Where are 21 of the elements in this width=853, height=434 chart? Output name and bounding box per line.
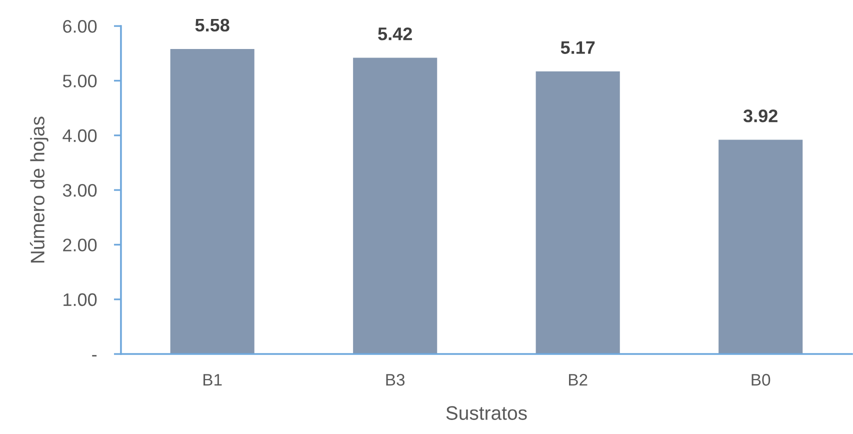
data-label: 5.42: [378, 28, 412, 40]
bar: [718, 140, 803, 354]
data-label: 3.92: [743, 109, 778, 122]
bar: [170, 49, 254, 354]
data-label: 5.58: [195, 18, 230, 32]
x-tick-label: B2: [569, 374, 588, 386]
bar: [353, 58, 438, 354]
bar: [536, 71, 620, 354]
x-tick-label: B1: [204, 374, 222, 386]
x-tick-label: B3: [386, 374, 405, 386]
y-tick-label: 5.00: [62, 74, 97, 88]
y-tick-label: -: [92, 355, 97, 356]
data-label: 5.17: [560, 41, 595, 54]
y-tick-label: 6.00: [63, 20, 97, 33]
x-tick-label: B0: [752, 374, 770, 386]
y-tick-label: 1.00: [64, 293, 97, 306]
y-tick-label: 4.00: [62, 129, 97, 142]
x-axis-title: Sustratos: [446, 406, 527, 420]
y-axis-title: Número de hojas: [30, 116, 48, 262]
y-tick-label: 2.00: [63, 238, 97, 252]
y-tick-label: 3.00: [62, 184, 97, 197]
